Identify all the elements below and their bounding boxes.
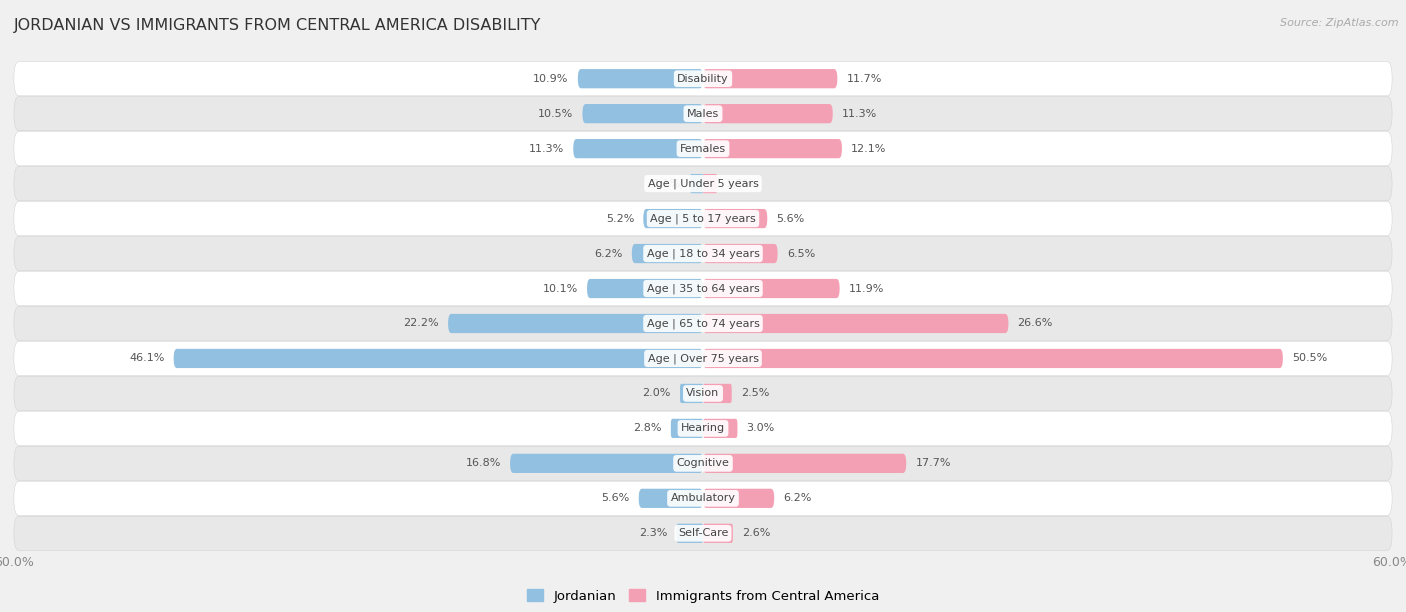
FancyBboxPatch shape — [174, 349, 703, 368]
Text: 17.7%: 17.7% — [915, 458, 950, 468]
Text: Vision: Vision — [686, 389, 720, 398]
Text: 10.1%: 10.1% — [543, 283, 578, 294]
Text: Age | 5 to 17 years: Age | 5 to 17 years — [650, 214, 756, 224]
FancyBboxPatch shape — [638, 489, 703, 508]
Text: 5.6%: 5.6% — [776, 214, 804, 223]
FancyBboxPatch shape — [703, 69, 838, 88]
Text: 3.0%: 3.0% — [747, 424, 775, 433]
FancyBboxPatch shape — [588, 279, 703, 298]
Text: Age | 35 to 64 years: Age | 35 to 64 years — [647, 283, 759, 294]
Text: 2.5%: 2.5% — [741, 389, 769, 398]
Text: 11.9%: 11.9% — [849, 283, 884, 294]
FancyBboxPatch shape — [690, 174, 703, 193]
Text: 11.3%: 11.3% — [529, 144, 564, 154]
Text: 2.6%: 2.6% — [742, 528, 770, 539]
Text: 26.6%: 26.6% — [1018, 318, 1053, 329]
FancyBboxPatch shape — [14, 481, 1392, 515]
Text: 5.2%: 5.2% — [606, 214, 634, 223]
FancyBboxPatch shape — [703, 349, 1282, 368]
FancyBboxPatch shape — [703, 453, 907, 473]
FancyBboxPatch shape — [14, 132, 1392, 166]
FancyBboxPatch shape — [703, 384, 731, 403]
FancyBboxPatch shape — [578, 69, 703, 88]
FancyBboxPatch shape — [14, 341, 1392, 376]
FancyBboxPatch shape — [703, 524, 733, 543]
Text: Cognitive: Cognitive — [676, 458, 730, 468]
Text: Self-Care: Self-Care — [678, 528, 728, 539]
FancyBboxPatch shape — [671, 419, 703, 438]
Text: 16.8%: 16.8% — [465, 458, 501, 468]
FancyBboxPatch shape — [14, 271, 1392, 305]
FancyBboxPatch shape — [644, 209, 703, 228]
FancyBboxPatch shape — [14, 201, 1392, 236]
Text: JORDANIAN VS IMMIGRANTS FROM CENTRAL AMERICA DISABILITY: JORDANIAN VS IMMIGRANTS FROM CENTRAL AME… — [14, 18, 541, 34]
Text: Ambulatory: Ambulatory — [671, 493, 735, 503]
FancyBboxPatch shape — [14, 97, 1392, 131]
FancyBboxPatch shape — [703, 244, 778, 263]
Text: 10.5%: 10.5% — [538, 109, 574, 119]
FancyBboxPatch shape — [631, 244, 703, 263]
Text: 12.1%: 12.1% — [851, 144, 887, 154]
Text: 10.9%: 10.9% — [533, 73, 568, 84]
Text: 2.3%: 2.3% — [640, 528, 668, 539]
Text: Disability: Disability — [678, 73, 728, 84]
FancyBboxPatch shape — [582, 104, 703, 123]
FancyBboxPatch shape — [703, 489, 775, 508]
FancyBboxPatch shape — [703, 314, 1008, 333]
FancyBboxPatch shape — [510, 453, 703, 473]
FancyBboxPatch shape — [14, 62, 1392, 96]
Text: 2.0%: 2.0% — [643, 389, 671, 398]
FancyBboxPatch shape — [703, 104, 832, 123]
Text: Age | 65 to 74 years: Age | 65 to 74 years — [647, 318, 759, 329]
FancyBboxPatch shape — [681, 384, 703, 403]
FancyBboxPatch shape — [14, 307, 1392, 341]
Text: 2.8%: 2.8% — [633, 424, 662, 433]
Text: 1.1%: 1.1% — [652, 179, 681, 188]
FancyBboxPatch shape — [14, 446, 1392, 480]
FancyBboxPatch shape — [14, 411, 1392, 446]
FancyBboxPatch shape — [676, 524, 703, 543]
Text: 6.2%: 6.2% — [783, 493, 811, 503]
FancyBboxPatch shape — [14, 236, 1392, 271]
FancyBboxPatch shape — [14, 166, 1392, 201]
Text: 22.2%: 22.2% — [404, 318, 439, 329]
FancyBboxPatch shape — [574, 139, 703, 159]
Text: 1.2%: 1.2% — [725, 179, 755, 188]
Text: 6.5%: 6.5% — [787, 248, 815, 258]
FancyBboxPatch shape — [703, 279, 839, 298]
FancyBboxPatch shape — [703, 139, 842, 159]
Text: 46.1%: 46.1% — [129, 354, 165, 364]
Text: Age | Over 75 years: Age | Over 75 years — [648, 353, 758, 364]
Text: 50.5%: 50.5% — [1292, 354, 1327, 364]
Text: 11.3%: 11.3% — [842, 109, 877, 119]
Text: 5.6%: 5.6% — [602, 493, 630, 503]
Text: Source: ZipAtlas.com: Source: ZipAtlas.com — [1281, 18, 1399, 28]
FancyBboxPatch shape — [14, 376, 1392, 411]
Text: Hearing: Hearing — [681, 424, 725, 433]
Text: Age | Under 5 years: Age | Under 5 years — [648, 178, 758, 189]
Text: Males: Males — [688, 109, 718, 119]
Legend: Jordanian, Immigrants from Central America: Jordanian, Immigrants from Central Ameri… — [522, 584, 884, 608]
Text: 11.7%: 11.7% — [846, 73, 882, 84]
Text: Females: Females — [681, 144, 725, 154]
FancyBboxPatch shape — [703, 209, 768, 228]
FancyBboxPatch shape — [14, 516, 1392, 550]
FancyBboxPatch shape — [703, 419, 738, 438]
FancyBboxPatch shape — [449, 314, 703, 333]
Text: 6.2%: 6.2% — [595, 248, 623, 258]
FancyBboxPatch shape — [703, 174, 717, 193]
Text: Age | 18 to 34 years: Age | 18 to 34 years — [647, 248, 759, 259]
